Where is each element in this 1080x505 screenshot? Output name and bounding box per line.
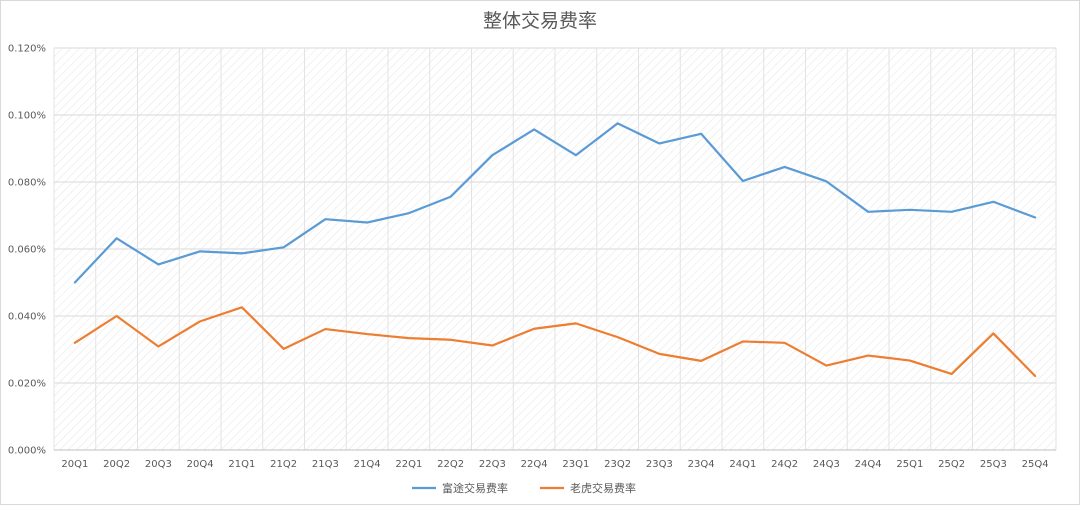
y-tick-label: 0.060%: [8, 245, 46, 256]
chart-title: 整体交易费率: [483, 10, 597, 32]
axes: 0.000% 0.020% 0.040% 0.060% 0.080% 0.100% 0.12…: [8, 44, 1056, 470]
y-tick-label: 0.100%: [8, 111, 46, 122]
x-tick-label: 22Q1: [395, 459, 422, 470]
x-tick-label: 23Q1: [562, 459, 589, 470]
x-tick-label: 23Q4: [688, 459, 715, 470]
x-tick-label: 25Q1: [896, 459, 923, 470]
x-tick-label: 24Q1: [729, 459, 756, 470]
x-tick-label: 20Q4: [187, 459, 214, 470]
x-tick-label: 25Q2: [938, 459, 965, 470]
x-tick-label: 21Q2: [270, 459, 297, 470]
x-tick-label: 20Q3: [145, 459, 172, 470]
x-tick-label: 22Q3: [479, 459, 506, 470]
x-tick-label: 21Q1: [228, 459, 255, 470]
x-tick-label: 24Q4: [855, 459, 882, 470]
series-lines: [73, 122, 1037, 378]
y-tick-label: 0.000%: [8, 446, 46, 457]
x-tick-label: 21Q3: [312, 459, 339, 470]
y-tick-label: 0.120%: [8, 44, 46, 55]
series-line: [73, 122, 1037, 284]
legend: 富途交易费率 老虎交易费率: [412, 481, 636, 495]
y-tick-label: 0.080%: [8, 178, 46, 189]
x-tick-label: 20Q2: [103, 459, 130, 470]
x-tick-label: 24Q3: [813, 459, 840, 470]
y-tick-label: 0.040%: [8, 312, 46, 323]
x-tick-label: 23Q2: [604, 459, 631, 470]
x-tick-label: 24Q2: [771, 459, 798, 470]
x-tick-label: 22Q2: [437, 459, 464, 470]
x-tick-label: 23Q3: [646, 459, 673, 470]
legend-label: 富途交易费率: [442, 481, 508, 495]
series-line: [73, 306, 1037, 378]
legend-label: 老虎交易费率: [570, 481, 636, 495]
x-tick-label: 22Q4: [521, 459, 548, 470]
x-tick-label: 25Q4: [1022, 459, 1049, 470]
x-tick-label: 21Q4: [354, 459, 381, 470]
x-tick-label: 25Q3: [980, 459, 1007, 470]
x-tick-label: 20Q1: [61, 459, 88, 470]
y-tick-label: 0.020%: [8, 379, 46, 390]
gridlines: [53, 47, 1057, 451]
